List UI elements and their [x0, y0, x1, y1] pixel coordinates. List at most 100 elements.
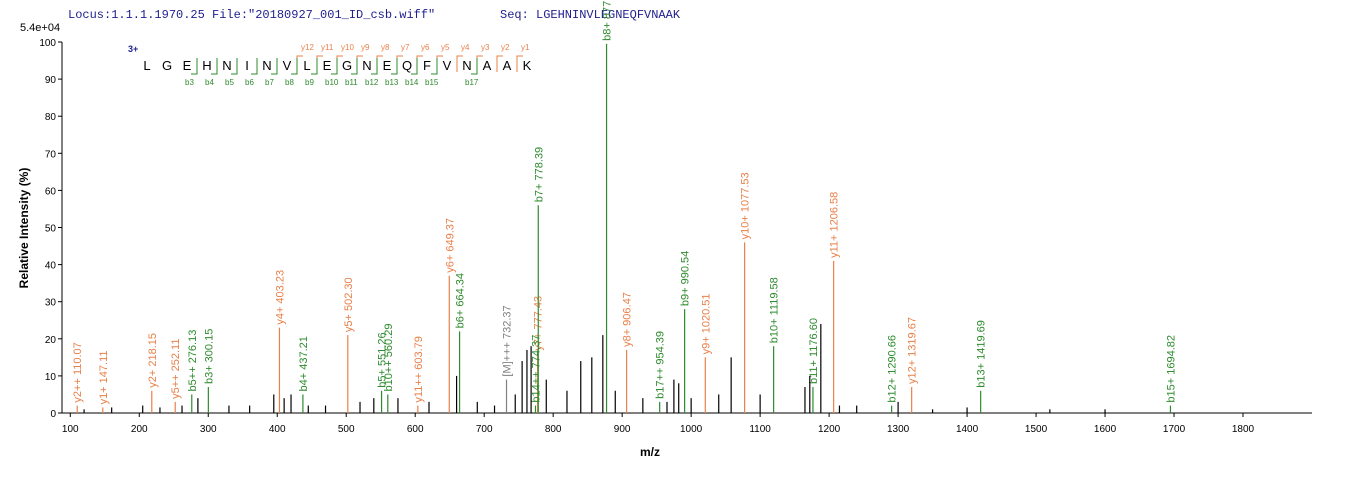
- peak-label: y5+ 502.30: [343, 277, 355, 332]
- b-bracket: [411, 58, 418, 75]
- residue: N: [362, 58, 371, 73]
- peak-label: b13+ 1419.69: [976, 320, 988, 388]
- peak-label: b14++ 774.37: [530, 335, 542, 403]
- peak-label: y2++ 110.07: [72, 342, 84, 402]
- y-ion: y5: [441, 43, 450, 52]
- peak-label: b11+ 1176.60: [808, 318, 820, 384]
- x-tick-label: 500: [338, 424, 355, 435]
- residue: E: [383, 58, 392, 73]
- y-ion: y7: [401, 43, 410, 52]
- b-ion: b17: [465, 78, 479, 87]
- y-tick-label: 50: [45, 224, 57, 235]
- y-ion: y10: [341, 43, 354, 52]
- peak-label: y4+ 403.23: [274, 270, 286, 325]
- x-tick-label: 1100: [749, 424, 771, 435]
- scale-label: 5.4e+04: [20, 22, 60, 34]
- y-tick-label: 20: [45, 335, 57, 346]
- y-ion: y1: [521, 43, 530, 52]
- residue: G: [162, 58, 172, 73]
- peak-label: y8+ 906.47: [622, 292, 634, 347]
- x-tick-label: 900: [614, 424, 631, 435]
- x-tick-label: 100: [62, 424, 79, 435]
- peak-label: b15+ 1694.82: [1165, 335, 1177, 403]
- peak-label: y2+ 218.15: [147, 333, 159, 388]
- x-tick-label: 1000: [680, 424, 703, 435]
- b-ion: b5: [225, 78, 234, 87]
- residue: K: [523, 58, 532, 73]
- y-ion: y9: [361, 43, 370, 52]
- residue: N: [462, 58, 471, 73]
- residue: E: [323, 58, 332, 73]
- y-tick-label: 30: [45, 298, 57, 309]
- b-ion: b12: [365, 78, 379, 87]
- b-bracket: [291, 58, 298, 75]
- peak-label: b12+ 1290.66: [887, 335, 899, 403]
- b-ion: b15: [425, 78, 439, 87]
- peak-label: y1+ 147.11: [98, 350, 110, 404]
- x-tick-label: 400: [269, 424, 286, 435]
- b-bracket: [251, 58, 258, 75]
- peak-label: b10+ 1119.58: [769, 277, 781, 343]
- x-tick-label: 1500: [1025, 424, 1048, 435]
- y-tick-label: 70: [45, 149, 57, 160]
- residue: V: [443, 58, 452, 73]
- x-tick-label: 800: [545, 424, 562, 435]
- peak-label: b5+ 551.26: [377, 332, 389, 387]
- peak-label: b4+ 437.21: [298, 336, 310, 391]
- y-ion: y4: [461, 43, 470, 52]
- residue: L: [143, 58, 150, 73]
- y-bracket: [516, 55, 523, 72]
- b-ion: b13: [385, 78, 399, 87]
- b-bracket: [191, 58, 198, 75]
- b-bracket: [271, 58, 278, 75]
- b-ion: b7: [265, 78, 274, 87]
- peak-label: y11+ 1206.58: [829, 192, 841, 258]
- peak-label: y11++ 603.79: [413, 336, 425, 402]
- residue: F: [423, 58, 431, 73]
- y-bracket: [456, 55, 463, 72]
- y-ion: y12: [301, 43, 314, 52]
- y-ion: y8: [381, 43, 390, 52]
- residue: N: [222, 58, 231, 73]
- b-bracket: [431, 58, 438, 75]
- x-tick-label: 1700: [1163, 424, 1186, 435]
- b-ion: b8: [285, 78, 294, 87]
- y-tick-label: 80: [45, 112, 57, 123]
- residue: I: [245, 58, 249, 73]
- x-tick-label: 700: [476, 424, 493, 435]
- y-tick-label: 40: [45, 261, 57, 272]
- peak-label: b9+ 990.54: [680, 251, 692, 306]
- x-tick-label: 1200: [818, 424, 841, 435]
- residue: L: [303, 58, 310, 73]
- peak-label: y9+ 1020.51: [700, 293, 712, 354]
- x-axis-label: m/z: [640, 445, 660, 459]
- b-bracket: [231, 58, 238, 75]
- y-tick-label: 0: [50, 409, 56, 420]
- peak-label: y12+ 1319.67: [907, 317, 919, 384]
- peak-label: y5++ 252.11: [170, 339, 182, 399]
- x-tick-label: 1800: [1232, 424, 1255, 435]
- y-bracket: [296, 55, 303, 72]
- x-tick-label: 1600: [1094, 424, 1117, 435]
- y-ion: y6: [421, 43, 430, 52]
- peak-label: b17++ 954.39: [655, 331, 667, 399]
- residue: E: [183, 58, 192, 73]
- b-bracket: [331, 58, 338, 75]
- b-ion: b10: [325, 78, 339, 87]
- b-ion: b4: [205, 78, 214, 87]
- x-tick-label: 300: [200, 424, 217, 435]
- peak-label: b8+ 877.4: [602, 0, 614, 41]
- peak-label: [M]+++ 732.37: [502, 305, 514, 376]
- charge-label: 3+: [128, 44, 138, 54]
- b-ion: b11: [345, 78, 358, 87]
- residue: A: [503, 58, 512, 73]
- y-bracket: [496, 55, 503, 72]
- peak-label: y10+ 1077.53: [740, 172, 752, 239]
- b-ion: b6: [245, 78, 254, 87]
- header: Locus:1.1.1.1970.25 File:"20180927_001_I…: [68, 8, 435, 22]
- x-tick-label: 200: [131, 424, 148, 435]
- y-tick-label: 90: [45, 75, 57, 86]
- residue: H: [202, 58, 211, 73]
- y-tick-label: 60: [45, 186, 57, 197]
